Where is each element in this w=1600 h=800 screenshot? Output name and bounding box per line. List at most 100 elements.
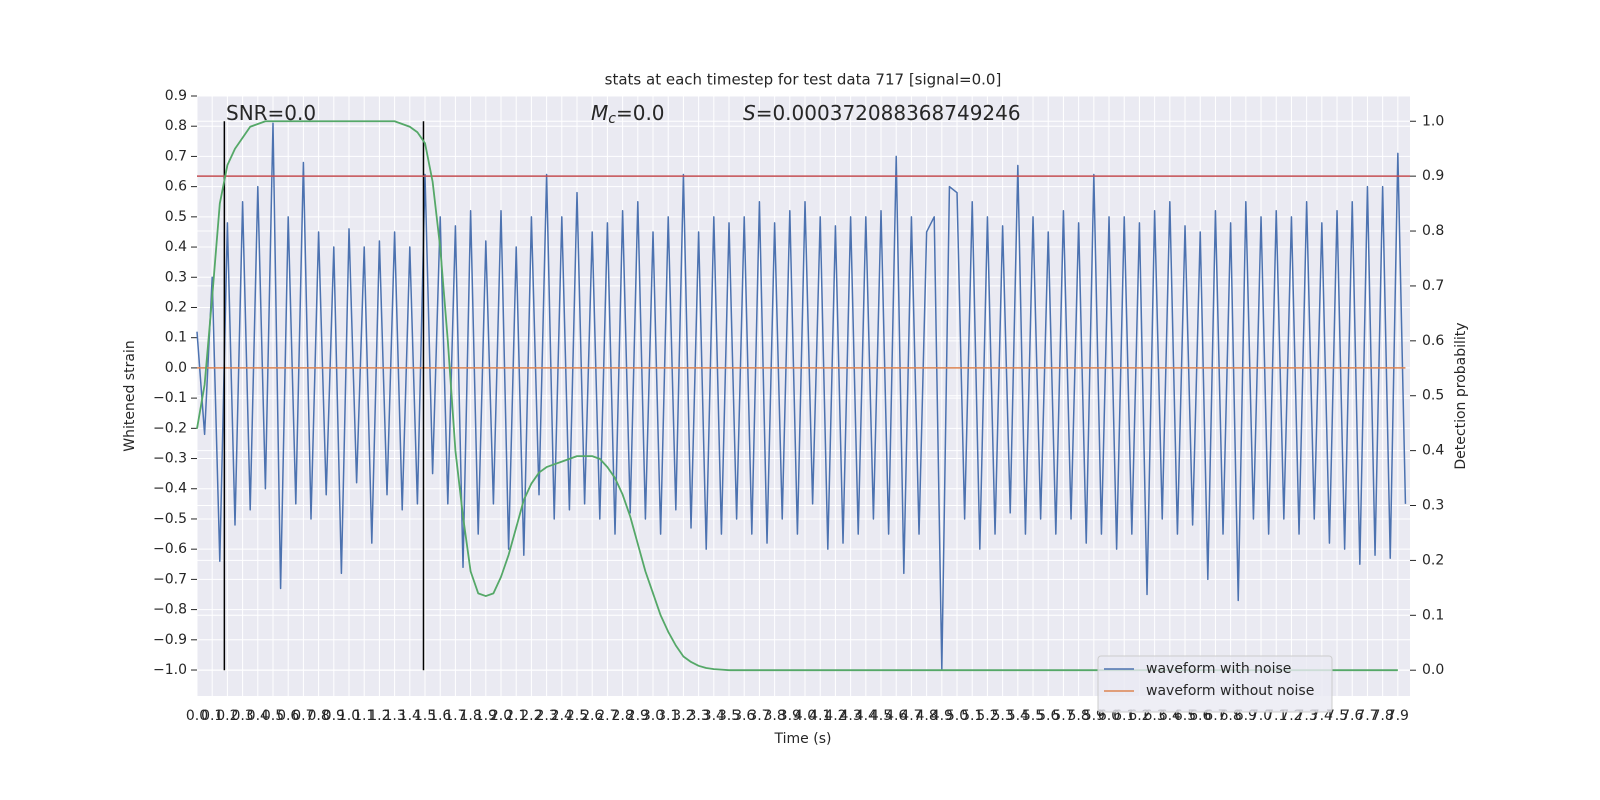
y-tick-label: −0.2 (153, 420, 187, 436)
y-tick-label: −0.5 (153, 511, 187, 527)
x-tick-label: 5.4 (1007, 708, 1029, 724)
x-tick-label: 7.5 (1326, 708, 1348, 724)
y-tick-label: −0.7 (153, 571, 187, 587)
x-tick-label: 3.9 (779, 708, 801, 724)
x-tick-label: 3.4 (703, 708, 725, 724)
x-tick-label: 4.0 (794, 708, 816, 724)
y2-tick-label: 1.0 (1422, 113, 1444, 129)
y2-tick-label: 0.2 (1422, 552, 1444, 568)
x-tick-label: 0.3 (231, 708, 253, 724)
y-tick-label: 0.8 (165, 118, 187, 134)
x-tick-label: 4.5 (870, 708, 892, 724)
x-tick-label: 5.7 (1052, 708, 1074, 724)
y-tick-label: 0.9 (165, 88, 187, 104)
annotation: SNR=0.0 (226, 101, 316, 125)
annotation-subscript: c (608, 111, 616, 127)
x-tick-label: 5.2 (976, 708, 998, 724)
x-tick-label: 7.7 (1356, 708, 1378, 724)
x-tick-label: 2.7 (596, 708, 618, 724)
x-tick-label: 3.5 (718, 708, 740, 724)
x-tick-label: 3.7 (748, 708, 770, 724)
x-tick-label: 1.3 (383, 708, 405, 724)
x-tick-label: 0.8 (307, 708, 329, 724)
y-tick-label: 0.6 (165, 179, 187, 195)
chart-title: stats at each timestep for test data 717… (605, 71, 1002, 89)
x-tick-label: 0.9 (323, 708, 345, 724)
y2-tick-label: 0.5 (1422, 388, 1444, 404)
legend-box (1097, 655, 1333, 713)
x-tick-label: 2.3 (535, 708, 557, 724)
x-tick-label: 0.6 (277, 708, 299, 724)
x-tick-label: 3.0 (642, 708, 664, 724)
y-tick-label: 0.7 (165, 148, 187, 164)
y-tick-label: −0.1 (153, 390, 187, 406)
x-tick-label: 3.1 (657, 708, 679, 724)
y-tick-label: 0.1 (165, 330, 187, 346)
x-tick-label: 1.8 (459, 708, 481, 724)
x-tick-label: 1.2 (368, 708, 390, 724)
y-tick-label: 0.3 (165, 269, 187, 285)
x-tick-label: 3.3 (687, 708, 709, 724)
x-tick-label: 2.2 (520, 708, 542, 724)
x-tick-label: 4.1 (809, 708, 831, 724)
y-tick-label: 0.5 (165, 209, 187, 225)
x-tick-label: 0.0 (186, 708, 208, 724)
x-tick-label: 2.8 (611, 708, 633, 724)
x-tick-label: 3.2 (672, 708, 694, 724)
x-tick-label: 4.6 (885, 708, 907, 724)
x-tick-label: 0.2 (216, 708, 238, 724)
legend-label: waveform with noise (1146, 661, 1291, 677)
x-tick-label: 5.5 (1022, 708, 1044, 724)
y-tick-label: −0.4 (153, 481, 187, 497)
x-tick-label: 3.8 (763, 708, 785, 724)
detection-probability-line (196, 120, 1398, 672)
x-tick-label: 5.1 (961, 708, 983, 724)
x-tick-label: 2.5 (566, 708, 588, 724)
x-tick-label: 1.5 (414, 708, 436, 724)
legend-label: waveform without noise (1146, 683, 1314, 699)
y-axis-label: Whitened strain (122, 340, 138, 451)
y2-tick-label: 0.0 (1422, 662, 1444, 678)
y-tick-label: −0.6 (153, 541, 187, 557)
x-tick-label: 5.0 (946, 708, 968, 724)
x-tick-label: 7.9 (1387, 708, 1409, 724)
y2-tick-label: 0.1 (1422, 607, 1444, 623)
y2-axis-label: Detection probability (1453, 322, 1469, 469)
annotation-text: SNR=0.0 (226, 101, 316, 125)
annotation-text: =0.000372088368749246 (756, 101, 1021, 125)
y-tick-label: −0.9 (153, 632, 187, 648)
x-axis-label: Time (s) (774, 731, 832, 747)
y-tick-label: 0.2 (165, 299, 187, 315)
y2-tick-label: 0.8 (1422, 223, 1444, 239)
x-tick-label: 0.4 (247, 708, 269, 724)
x-tick-label: 2.9 (627, 708, 649, 724)
x-tick-label: 5.6 (1037, 708, 1059, 724)
annotation-symbol: S (743, 101, 756, 125)
x-tick-label: 4.9 (931, 708, 953, 724)
x-tick-label: 2.1 (505, 708, 527, 724)
x-tick-label: 5.3 (991, 708, 1013, 724)
y-tick-label: −1.0 (153, 662, 187, 678)
y-tick-label: −0.3 (153, 451, 187, 467)
x-tick-label: 1.9 (475, 708, 497, 724)
x-tick-label: 0.5 (262, 708, 284, 724)
x-tick-label: 1.6 (429, 708, 451, 724)
annotation: S=0.000372088368749246 (743, 101, 1021, 125)
y-tick-label: 0.4 (165, 239, 187, 255)
x-tick-label: 2.0 (490, 708, 512, 724)
x-tick-label: 7.6 (1341, 708, 1363, 724)
x-tick-label: 1.0 (338, 708, 360, 724)
x-tick-label: 4.8 (915, 708, 937, 724)
x-tick-label: 4.2 (824, 708, 846, 724)
x-tick-label: 0.7 (292, 708, 314, 724)
x-tick-label: 1.4 (399, 708, 421, 724)
annotation-text: =0.0 (616, 101, 665, 125)
x-tick-label: 2.6 (581, 708, 603, 724)
y-tick-label: 0.0 (165, 360, 187, 376)
x-tick-label: 4.4 (855, 708, 877, 724)
x-tick-label: 5.8 (1067, 708, 1089, 724)
annotation: Mc=0.0 (591, 101, 665, 128)
x-tick-label: 1.1 (353, 708, 375, 724)
x-tick-label: 2.4 (551, 708, 573, 724)
y2-tick-label: 0.7 (1422, 278, 1444, 294)
